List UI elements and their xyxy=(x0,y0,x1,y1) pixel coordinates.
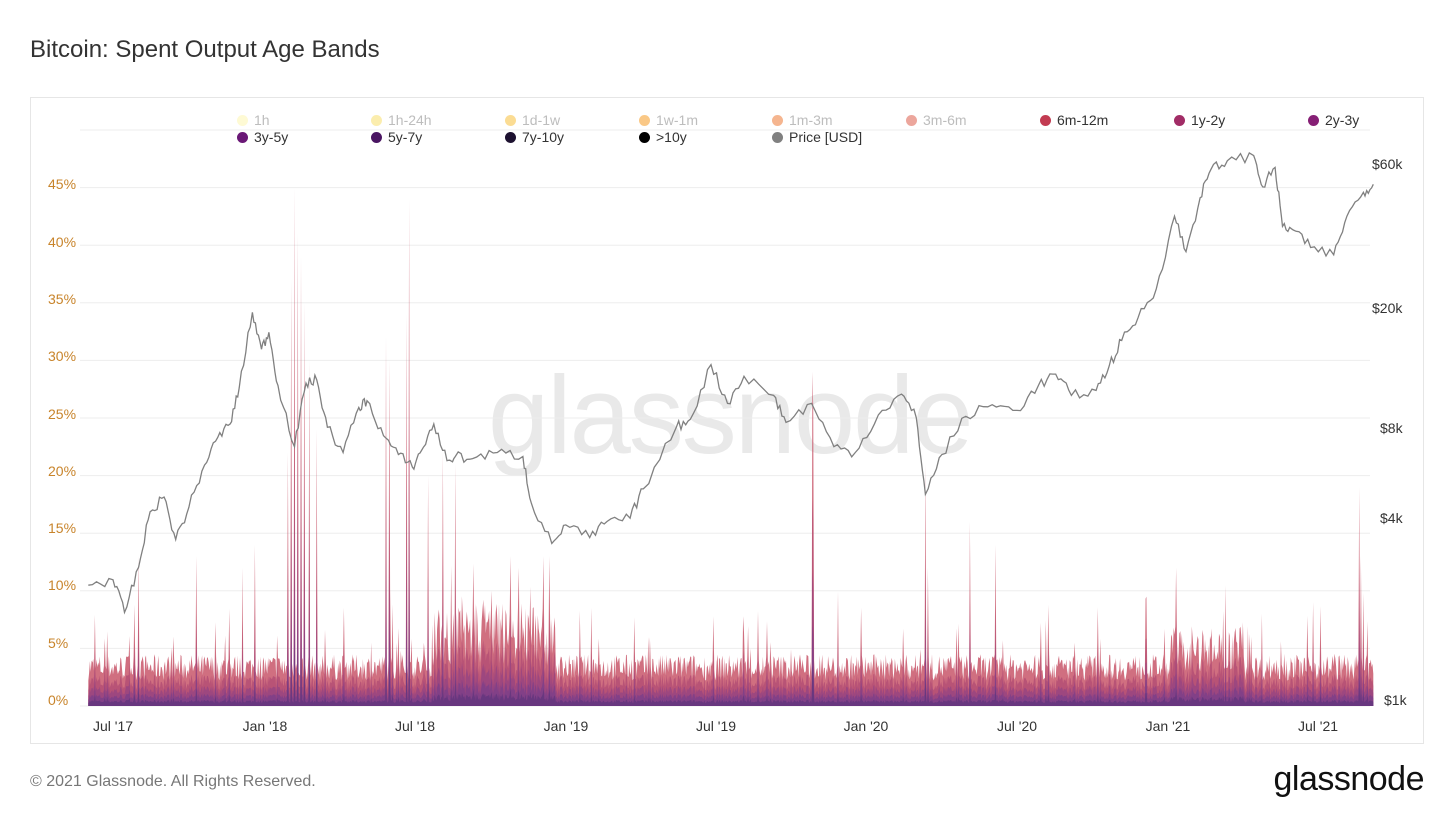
spent-output-band-area xyxy=(88,581,1374,706)
legend-item[interactable]: 3y-5y xyxy=(237,129,288,145)
legend-label: 2y-3y xyxy=(1325,112,1360,128)
x-tick: Jul '18 xyxy=(394,718,436,734)
y-left-tick: 35% xyxy=(48,291,77,307)
legend-item[interactable]: >10y xyxy=(639,129,687,145)
y-left-tick: 40% xyxy=(48,234,77,250)
spent-output-band-area xyxy=(88,643,1374,706)
price-usd-line xyxy=(88,151,1374,615)
x-tick: Jan '18 xyxy=(242,718,288,734)
legend-item[interactable]: 7y-10y xyxy=(505,129,564,145)
y-right-tick: $4k xyxy=(1380,510,1403,526)
legend-label: 3m-6m xyxy=(923,112,967,128)
legend-swatch xyxy=(371,131,382,143)
chart-title: Bitcoin: Spent Output Age Bands xyxy=(30,36,380,63)
copyright-footer: © 2021 Glassnode. All Rights Reserved. xyxy=(30,773,316,790)
legend-item[interactable]: 3m-6m xyxy=(906,112,967,128)
legend-item[interactable]: 1w-1m xyxy=(639,112,698,128)
legend-swatch xyxy=(1174,114,1185,126)
x-tick: Jan '21 xyxy=(1145,718,1191,734)
legend-item[interactable]: 1y-2y xyxy=(1174,112,1225,128)
y-left-tick: 15% xyxy=(48,520,77,536)
legend-label: 7y-10y xyxy=(522,129,565,145)
legend-label: 1d-1w xyxy=(522,112,561,128)
legend-item[interactable]: 1h-24h xyxy=(371,112,432,128)
y-left-tick: 5% xyxy=(48,635,69,651)
chart-panel xyxy=(30,97,1424,744)
legend-swatch xyxy=(505,114,516,126)
legend-swatch xyxy=(1308,114,1319,126)
x-tick: Jul '21 xyxy=(1297,718,1339,734)
watermark: glassnode xyxy=(488,354,973,477)
x-tick: Jan '20 xyxy=(843,718,889,734)
legend-swatch xyxy=(505,131,516,143)
spent-output-band-area xyxy=(88,187,1374,707)
legend-label: 5y-7y xyxy=(388,129,423,145)
y-right-tick: $20k xyxy=(1372,300,1403,316)
legend-item[interactable]: 6m-12m xyxy=(1040,112,1108,128)
y-right-tick: $1k xyxy=(1384,692,1407,708)
y-left-tick: 25% xyxy=(48,406,77,422)
legend-swatch xyxy=(371,114,382,126)
legend-swatch xyxy=(1040,114,1051,126)
glassnode-logo: glassnode xyxy=(1273,760,1424,798)
legend-label: 1h-24h xyxy=(388,112,432,128)
y-right-tick: $8k xyxy=(1380,420,1403,436)
x-tick: Jul '20 xyxy=(996,718,1038,734)
y-left-tick: 30% xyxy=(48,348,77,364)
legend-label: 6m-12m xyxy=(1057,112,1109,128)
x-tick: Jan '19 xyxy=(543,718,589,734)
legend-swatch xyxy=(237,114,248,126)
legend-item[interactable]: 5y-7y xyxy=(371,129,422,145)
legend-label: Price [USD] xyxy=(789,129,863,145)
legend-label: 3y-5y xyxy=(254,129,289,145)
legend-swatch xyxy=(639,114,650,126)
legend-item[interactable]: 1d-1w xyxy=(505,112,560,128)
y-left-tick: 10% xyxy=(48,577,77,593)
legend-label: 1y-2y xyxy=(1191,112,1226,128)
legend-swatch xyxy=(639,131,650,143)
y-left-tick: 20% xyxy=(48,463,77,479)
legend-item[interactable]: Price [USD] xyxy=(772,129,862,145)
legend-label: 1w-1m xyxy=(656,112,699,128)
legend-swatch xyxy=(237,131,248,143)
x-tick: Jul '17 xyxy=(92,718,134,734)
y-right-tick: $60k xyxy=(1372,156,1403,172)
legend-item[interactable]: 1m-3m xyxy=(772,112,833,128)
legend-label: 1m-3m xyxy=(789,112,833,128)
legend-swatch xyxy=(772,131,783,143)
legend-label: 1h xyxy=(254,112,270,128)
legend-swatch xyxy=(906,114,917,126)
legend-label: >10y xyxy=(656,129,687,145)
y-left-tick: 0% xyxy=(48,692,69,708)
x-tick: Jul '19 xyxy=(695,718,737,734)
legend-item[interactable]: 1h xyxy=(237,112,270,128)
y-left-tick: 45% xyxy=(48,176,77,192)
legend-swatch xyxy=(772,114,783,126)
legend-item[interactable]: 2y-3y xyxy=(1308,112,1359,128)
